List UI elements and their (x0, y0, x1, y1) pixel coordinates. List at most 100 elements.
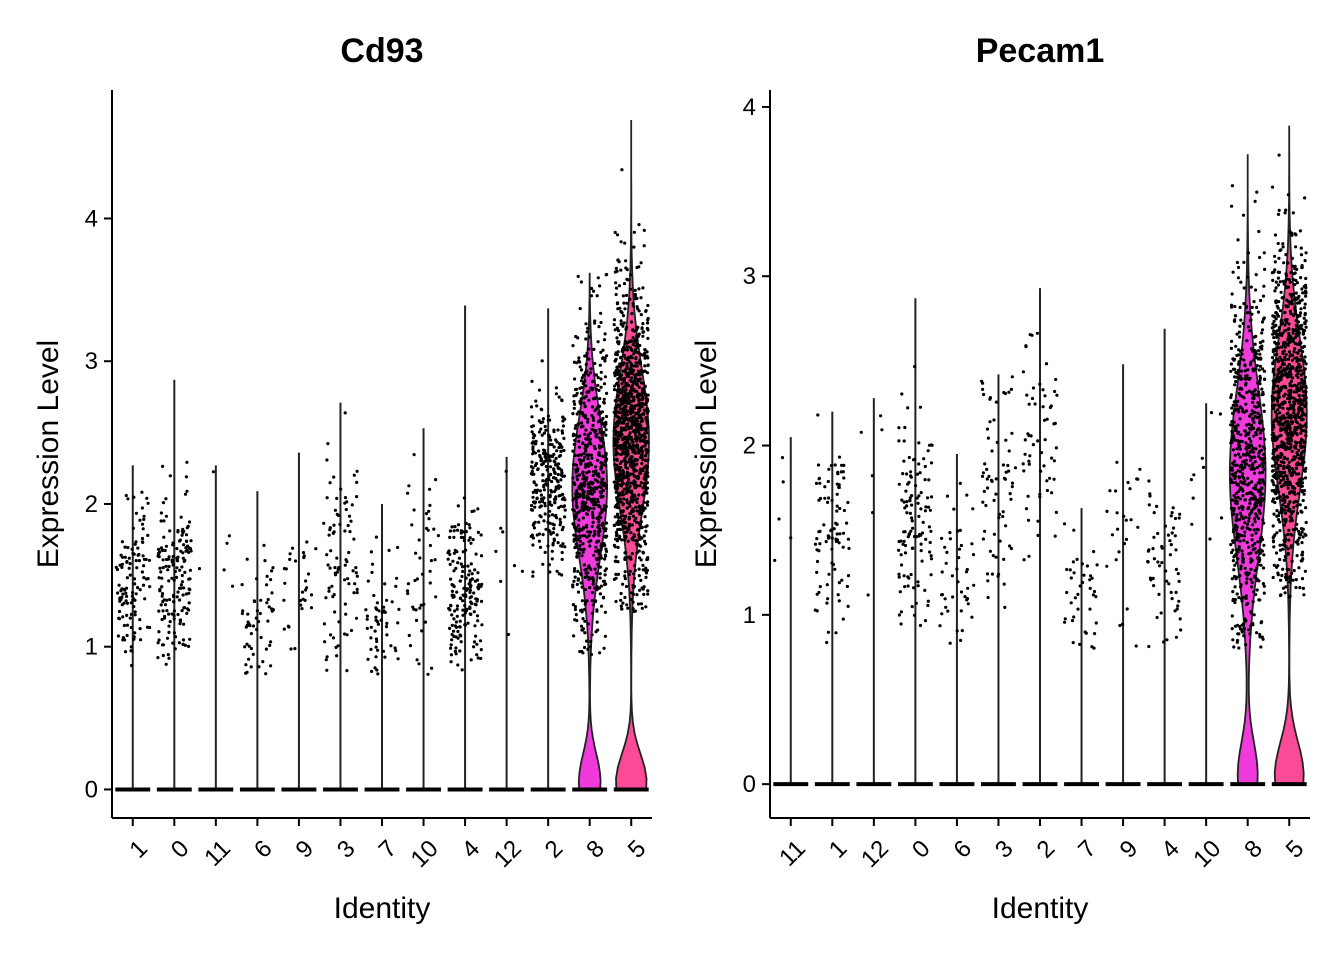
point (470, 572, 474, 576)
point (406, 591, 410, 596)
point (633, 486, 637, 490)
point (420, 629, 424, 633)
point (1043, 394, 1047, 398)
point (625, 413, 629, 417)
point (333, 573, 338, 577)
point (632, 482, 636, 487)
point (1291, 211, 1295, 215)
point (1273, 488, 1277, 492)
point (1159, 611, 1163, 615)
point (1304, 401, 1308, 405)
point (184, 539, 189, 543)
point (642, 592, 646, 597)
point (625, 603, 629, 607)
point (289, 647, 293, 651)
point (162, 535, 166, 539)
x-axis-label: Identity (334, 892, 431, 925)
point (639, 261, 643, 265)
point (1255, 305, 1259, 309)
point (185, 526, 189, 530)
point (573, 377, 577, 381)
point (1288, 280, 1292, 284)
point (924, 505, 928, 509)
point (245, 642, 249, 646)
point (601, 348, 605, 352)
point (424, 511, 429, 516)
point (1245, 540, 1249, 545)
y-axis-label: Expression Level (32, 340, 65, 568)
point (539, 493, 544, 497)
point (456, 504, 460, 508)
point (629, 491, 633, 495)
point (572, 406, 576, 410)
point (1156, 560, 1160, 564)
point (156, 641, 160, 645)
point (586, 420, 590, 424)
point (614, 490, 618, 494)
point (182, 543, 186, 547)
point (428, 581, 432, 585)
point (846, 537, 851, 541)
point (1170, 510, 1174, 515)
point (418, 556, 422, 560)
point (530, 472, 535, 476)
point (1286, 338, 1290, 342)
point (333, 610, 337, 614)
point (1244, 383, 1248, 387)
point (1234, 344, 1238, 348)
point (574, 463, 579, 467)
point (631, 410, 635, 414)
point (840, 578, 844, 582)
point (645, 468, 649, 472)
point (417, 538, 421, 542)
point (859, 430, 863, 434)
point (161, 609, 165, 613)
point (1243, 566, 1247, 570)
x-tick-label: 1 (124, 835, 153, 864)
point (453, 649, 457, 654)
point (382, 605, 386, 609)
point (1160, 546, 1164, 550)
point (1261, 317, 1266, 321)
point (985, 486, 990, 490)
point (1237, 362, 1241, 366)
point (1114, 558, 1118, 562)
point (478, 639, 483, 643)
point (622, 452, 626, 456)
point (241, 609, 245, 613)
point (1286, 193, 1290, 197)
point (1235, 561, 1239, 565)
point (1259, 356, 1263, 360)
point (544, 479, 548, 483)
point (619, 240, 623, 244)
point (354, 616, 359, 620)
point (548, 521, 552, 525)
point (1275, 484, 1279, 488)
point (414, 551, 418, 555)
point (926, 496, 930, 500)
point (185, 611, 189, 616)
point (641, 334, 645, 338)
point (645, 371, 650, 375)
point (1278, 464, 1283, 468)
point (352, 473, 356, 477)
point (450, 583, 454, 587)
point (1304, 325, 1308, 329)
point (603, 359, 607, 363)
point (614, 281, 618, 285)
point (601, 483, 605, 487)
point (574, 387, 579, 391)
point (1244, 643, 1248, 647)
point (594, 487, 598, 491)
point (1279, 578, 1283, 582)
point (1247, 310, 1252, 315)
point (557, 395, 561, 399)
point (629, 531, 633, 535)
point (1247, 422, 1251, 426)
point (1256, 501, 1260, 505)
point (165, 609, 169, 613)
point (1071, 560, 1075, 564)
point (288, 552, 292, 556)
point (531, 436, 536, 440)
point (1052, 459, 1056, 463)
